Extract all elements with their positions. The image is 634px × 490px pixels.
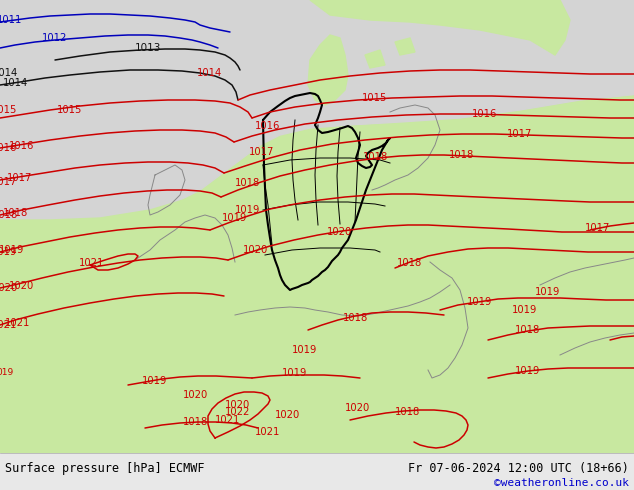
Text: 1019: 1019	[292, 345, 318, 355]
Text: 1015: 1015	[0, 105, 18, 115]
Polygon shape	[395, 38, 415, 55]
Text: 1014: 1014	[197, 68, 223, 78]
Text: 1019: 1019	[512, 305, 538, 315]
Text: 019: 019	[0, 368, 13, 376]
Text: 1021: 1021	[5, 318, 30, 328]
Text: 1018: 1018	[363, 152, 387, 162]
Polygon shape	[365, 50, 385, 68]
Polygon shape	[295, 25, 580, 112]
Text: 1020: 1020	[183, 390, 207, 400]
Text: 1016: 1016	[472, 109, 498, 119]
Polygon shape	[0, 0, 155, 453]
Text: 1018: 1018	[398, 258, 423, 268]
Text: 1020: 1020	[327, 227, 353, 237]
Text: 1016: 1016	[256, 121, 281, 131]
Text: 1020: 1020	[242, 245, 268, 255]
Text: 1019: 1019	[142, 376, 167, 386]
Text: 1012: 1012	[42, 33, 68, 43]
Text: ©weatheronline.co.uk: ©weatheronline.co.uk	[494, 478, 629, 488]
Text: 1018: 1018	[3, 208, 28, 218]
Text: 1020: 1020	[275, 410, 301, 420]
Text: 1018: 1018	[0, 210, 18, 220]
Text: 1013: 1013	[135, 43, 161, 53]
Text: 1018: 1018	[515, 325, 541, 335]
Text: 1014: 1014	[0, 68, 18, 78]
Text: 1018: 1018	[396, 407, 420, 417]
Text: 1021: 1021	[0, 320, 18, 330]
Text: 1019: 1019	[0, 247, 18, 257]
Text: 1017: 1017	[0, 177, 18, 187]
Text: 1020: 1020	[0, 283, 18, 293]
Text: 1011: 1011	[0, 15, 23, 25]
Polygon shape	[0, 0, 634, 453]
Polygon shape	[308, 35, 348, 105]
Polygon shape	[0, 96, 634, 453]
Text: 1019: 1019	[0, 245, 25, 255]
Text: 1015: 1015	[57, 105, 82, 115]
Text: 1016: 1016	[10, 141, 35, 151]
Text: 1022: 1022	[225, 407, 250, 417]
Text: 1019: 1019	[535, 287, 560, 297]
Text: Fr 07-06-2024 12:00 UTC (18+66): Fr 07-06-2024 12:00 UTC (18+66)	[408, 462, 629, 474]
Text: 1017: 1017	[8, 173, 33, 183]
Text: 1019: 1019	[235, 205, 261, 215]
Text: 1018: 1018	[183, 417, 207, 427]
Text: 1019: 1019	[515, 366, 541, 376]
Text: Surface pressure [hPa] ECMWF: Surface pressure [hPa] ECMWF	[5, 462, 205, 474]
Polygon shape	[0, 0, 634, 225]
Text: 1020: 1020	[225, 400, 250, 410]
Text: 1016: 1016	[0, 143, 18, 153]
Text: 1021: 1021	[79, 258, 105, 268]
Text: 1021: 1021	[256, 427, 281, 437]
Text: 1021: 1021	[216, 415, 241, 425]
Text: 1018: 1018	[450, 150, 475, 160]
Text: 1019: 1019	[223, 213, 248, 223]
Text: 1019: 1019	[467, 297, 493, 307]
Text: 1017: 1017	[507, 129, 533, 139]
Text: 1019: 1019	[282, 368, 307, 378]
Text: 1020: 1020	[10, 281, 35, 291]
Text: 1014: 1014	[3, 78, 28, 88]
Text: 1017: 1017	[249, 147, 275, 157]
Text: 1018: 1018	[235, 178, 261, 188]
Text: 1020: 1020	[346, 403, 371, 413]
Text: 1015: 1015	[362, 93, 387, 103]
Text: 1018: 1018	[342, 313, 368, 323]
Polygon shape	[310, 0, 570, 55]
Polygon shape	[0, 453, 634, 490]
Text: 1017: 1017	[585, 223, 611, 233]
